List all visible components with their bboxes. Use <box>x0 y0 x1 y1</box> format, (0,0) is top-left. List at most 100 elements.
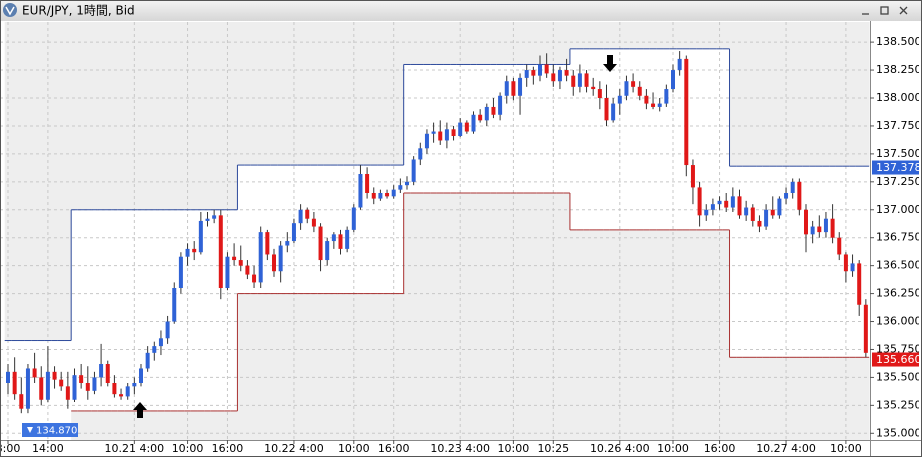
candle-body <box>378 193 383 199</box>
candle-body <box>45 371 50 400</box>
channel-shade <box>283 293 292 440</box>
channel-shade <box>111 22 119 210</box>
channel-shade <box>530 193 538 440</box>
channel-shade <box>97 22 105 210</box>
channel-shade <box>310 22 318 166</box>
candle-body <box>784 193 789 199</box>
channel-shade <box>563 22 571 65</box>
channel-shade <box>796 22 804 167</box>
candle-body <box>278 245 283 272</box>
channel-shade <box>742 22 750 167</box>
candle-body <box>145 352 150 369</box>
candle-body <box>178 256 183 288</box>
y-tick-label: 136.750 <box>876 231 922 244</box>
channel-shade <box>343 22 351 166</box>
candle-body <box>418 148 423 160</box>
channel-shade <box>197 22 205 210</box>
channel-shade <box>264 22 272 166</box>
channel-shade <box>749 357 757 440</box>
channel-shade <box>802 357 810 440</box>
candle-body <box>424 133 429 149</box>
channel-shade <box>224 22 232 210</box>
channel-shade <box>829 357 837 440</box>
candle-body <box>238 260 243 266</box>
channel-shade <box>150 22 159 210</box>
channel-shade <box>556 193 564 440</box>
channel-shade <box>410 193 418 440</box>
candle-body <box>597 89 602 98</box>
candle-body <box>318 226 323 261</box>
candle-body <box>391 189 396 197</box>
y-tick-label: 138.000 <box>876 91 922 104</box>
sell-arrow <box>603 55 617 72</box>
x-tick-label: 10:00 <box>338 442 370 455</box>
channel-shade <box>137 22 145 210</box>
channel-shade <box>636 22 644 49</box>
candle-body <box>198 220 203 253</box>
candle-body <box>232 256 237 261</box>
candle-body <box>25 368 30 409</box>
channel-shade <box>84 22 92 210</box>
x-tick-label: 10.23 4:00 <box>430 442 490 455</box>
channel-shade <box>756 22 764 167</box>
channel-shade <box>549 22 558 65</box>
channel-shade <box>277 22 285 166</box>
channel-shade <box>350 22 358 166</box>
candle-body <box>511 81 516 96</box>
channel-shade <box>649 22 657 49</box>
y-tick-label: 135.500 <box>876 370 922 383</box>
low-tag-label: 134.870 <box>36 426 77 437</box>
channel-shade <box>323 22 332 166</box>
channel-shade <box>503 22 511 65</box>
channel-shade <box>363 293 371 440</box>
candle-body <box>305 209 310 219</box>
channel-shade <box>150 410 159 440</box>
x-tick-label: 10:00 <box>498 442 530 455</box>
channel-shade <box>463 193 471 440</box>
candle-body <box>491 106 496 115</box>
channel-shade <box>663 229 671 440</box>
channel-shade <box>430 193 438 440</box>
channel-shade <box>556 22 564 65</box>
candle-body <box>92 377 97 391</box>
channel-shade <box>416 193 425 440</box>
channel-shade <box>490 22 498 65</box>
candle-body <box>172 288 177 322</box>
channel-shade <box>643 22 651 49</box>
candle-body <box>857 263 862 305</box>
channel-shade <box>343 293 351 440</box>
candle-body <box>651 103 656 107</box>
channel-shade <box>583 22 591 49</box>
channel-shade <box>430 22 438 65</box>
candle-body <box>39 377 44 400</box>
channel-shade <box>623 22 631 49</box>
channel-shade <box>809 357 817 440</box>
channel-shade <box>470 22 478 65</box>
price-tag <box>872 352 919 367</box>
candle-body <box>504 81 509 96</box>
channel-shade <box>370 22 378 166</box>
window-buttons[interactable] <box>862 6 908 15</box>
channel-shade <box>456 22 465 65</box>
channel-shade <box>523 22 531 65</box>
buy-arrow <box>133 402 147 418</box>
candle-body <box>631 81 636 87</box>
channel-shade <box>769 22 777 167</box>
candle-body <box>325 241 330 261</box>
candle-body <box>538 64 542 76</box>
candle-body <box>79 375 84 383</box>
candle-body <box>365 174 370 193</box>
channel-shade <box>117 22 125 210</box>
candle-body <box>777 198 782 216</box>
channel-shade <box>270 22 278 166</box>
channel-shade <box>190 22 199 210</box>
candle-body <box>617 95 622 104</box>
channel-shade <box>663 22 671 49</box>
channel-shade <box>729 22 737 167</box>
channel-shade <box>569 22 578 49</box>
channel-shade <box>629 22 637 49</box>
channel-shade <box>689 22 697 49</box>
channel-shade <box>789 22 797 167</box>
channel-shade <box>476 22 484 65</box>
channel-shade <box>762 357 770 440</box>
